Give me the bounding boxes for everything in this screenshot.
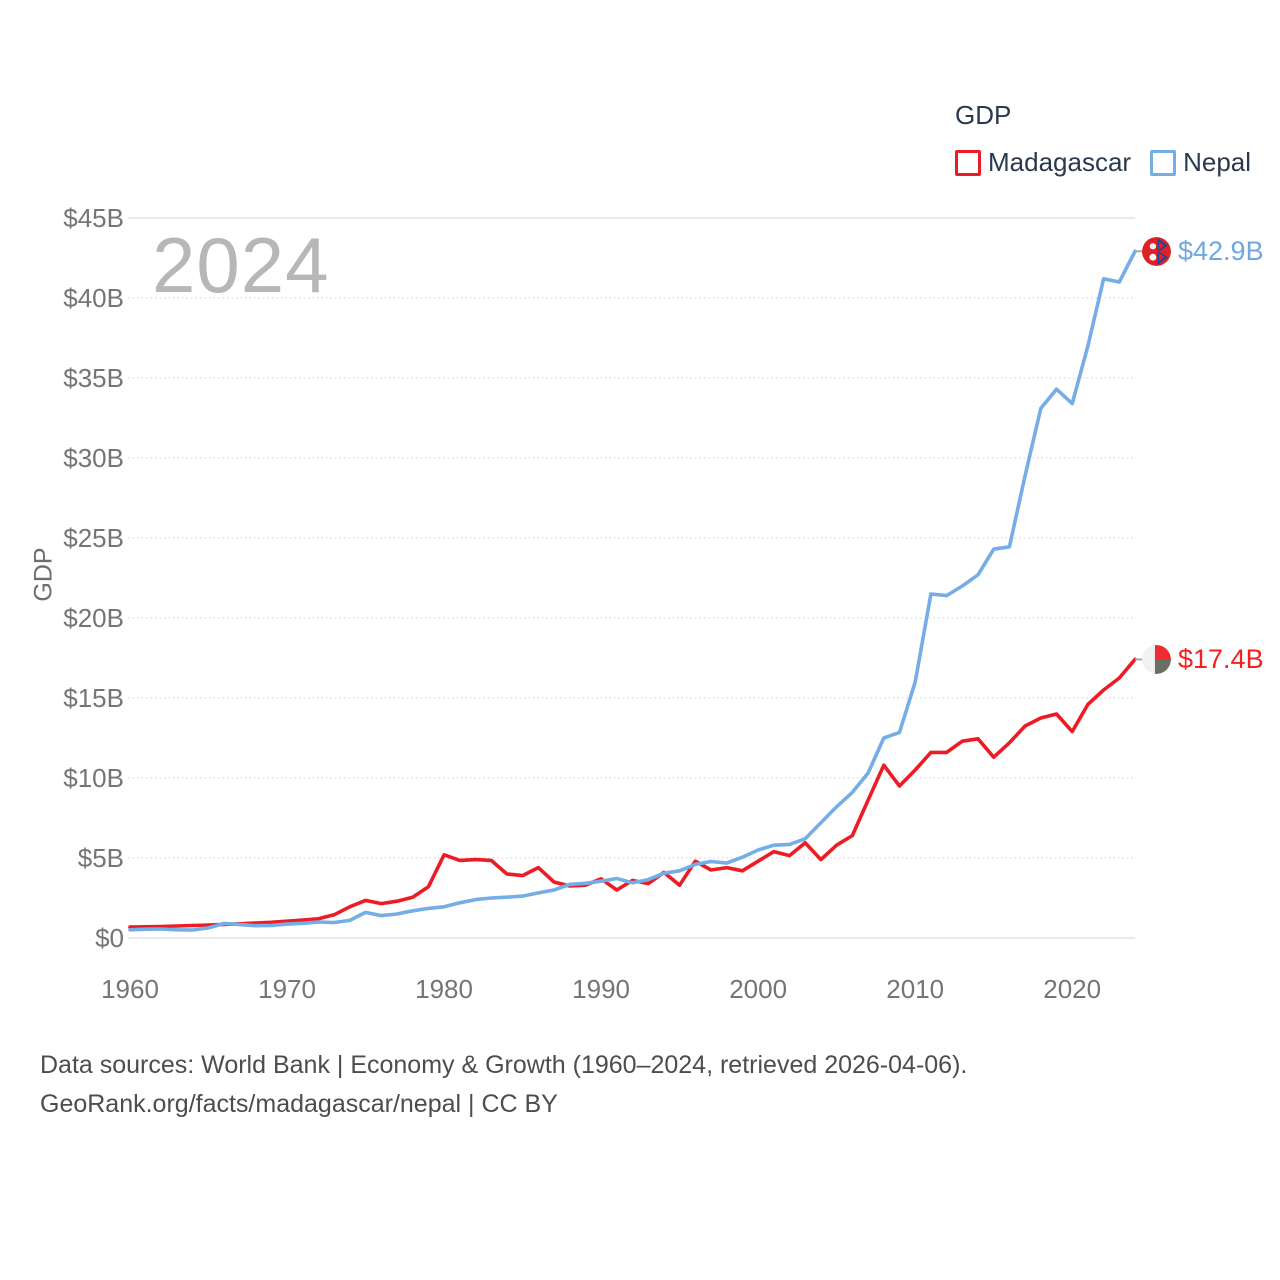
madagascar-end-label: $17.4B (1142, 644, 1264, 675)
y-axis-tick-label: $20B (63, 603, 124, 633)
y-axis-tick-label: $40B (63, 283, 124, 313)
y-axis-tick-label: $15B (63, 683, 124, 713)
y-axis-tick-label: $25B (63, 523, 124, 553)
nepal-end-label: $42.9B (1142, 236, 1264, 267)
madagascar-series-line (128, 657, 1137, 929)
madagascar-end-value: $17.4B (1178, 644, 1264, 675)
legend-item-label: Madagascar (988, 147, 1132, 177)
chart-legend: GDP Madagascar Nepal (955, 100, 1251, 178)
nepal-end-value: $42.9B (1178, 236, 1264, 267)
y-axis-tick-label: $10B (63, 763, 124, 793)
attribution-line: GeoRank.org/facts/madagascar/nepal | CC … (40, 1089, 558, 1118)
watermark-year: 2024 (152, 221, 330, 309)
nepal-series-line (128, 249, 1137, 932)
y-axis-tick-label: $5B (77, 843, 124, 873)
data-sources-line: Data sources: World Bank | Economy & Gro… (40, 1051, 968, 1079)
legend-item-madagascar[interactable]: Madagascar (955, 147, 1131, 178)
nepal-flag-icon (1142, 237, 1171, 267)
y-axis-tick-label: $35B (63, 363, 124, 393)
y-axis-tick-label: $45B (63, 203, 124, 233)
x-axis-tick-label: 2010 (886, 974, 945, 1004)
y-axis-tick-label: $30B (63, 443, 124, 473)
legend-title: GDP (955, 100, 1012, 130)
nepal-series-swatch-icon (1150, 149, 1177, 176)
source-attribution: Data sources: World Bank | Economy & Gro… (40, 1046, 967, 1124)
x-axis-tick-label: 1990 (572, 974, 631, 1004)
x-axis-tick-label: 1970 (258, 974, 316, 1004)
y-axis-tick-label: $0 (95, 923, 124, 953)
madagascar-series-swatch-icon (955, 149, 981, 176)
x-axis-tick-label: 2020 (1043, 974, 1102, 1004)
y-axis-title: GDP (29, 547, 58, 602)
x-axis-tick-label: 1960 (101, 974, 159, 1004)
legend-item-label: Nepal (1183, 147, 1252, 177)
x-axis-tick-label: 1980 (415, 974, 473, 1004)
legend-item-nepal[interactable]: Nepal (1150, 147, 1251, 178)
x-axis-tick-label: 2000 (729, 974, 788, 1004)
madagascar-flag-icon (1142, 645, 1171, 675)
